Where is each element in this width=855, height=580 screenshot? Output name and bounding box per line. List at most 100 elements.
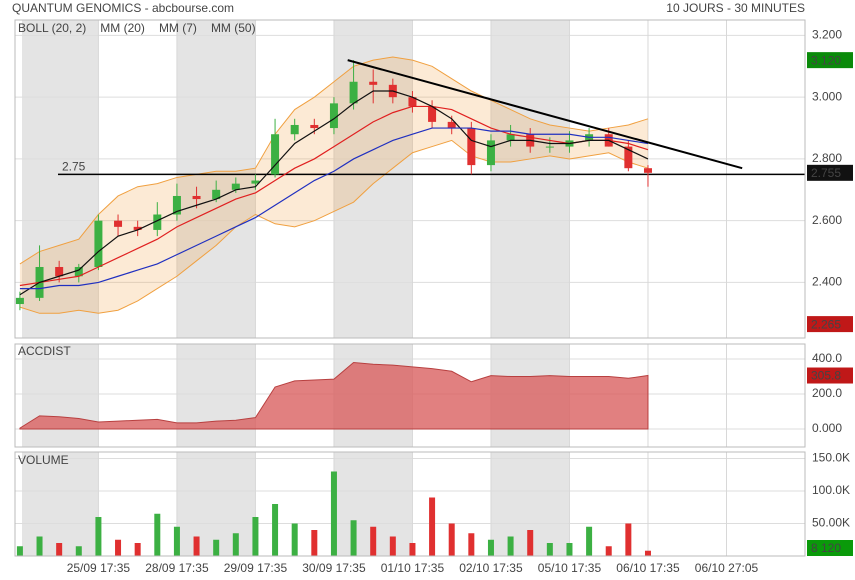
accdist-area [19,362,649,430]
legend-entry: MM (50) [211,21,256,35]
candle-body [15,297,24,305]
volume-bar [586,526,593,556]
volume-bar [193,536,200,556]
candle-body [271,134,280,175]
volume-bar [409,543,416,556]
x-tick-label: 29/09 17:35 [224,561,288,575]
candle-body [428,106,437,122]
candle-body [212,189,221,200]
y-tick-label: 50.00K [812,516,850,530]
session-shade [22,344,99,447]
x-tick-label: 25/09 17:35 [67,561,131,575]
candle-body [55,266,64,277]
value-box [807,367,853,384]
bollinger-band [19,57,648,314]
volume-bar [546,543,553,556]
x-tick-label: 02/10 17:35 [459,561,523,575]
volume-bar [448,523,455,556]
volume-bar [173,526,180,556]
volume-bar [115,539,122,556]
value-box [807,164,853,181]
bollinger-lower [19,139,649,314]
session-shade [176,452,256,556]
session-shade [490,20,570,338]
bollinger-upper [19,56,649,265]
candle-body [408,97,417,107]
candle-body [486,140,495,166]
volume-bar [507,536,514,556]
legend-entry: MM (7) [159,21,197,35]
y-tick-label: 100.0K [812,483,850,497]
x-tick-label: 28/09 17:35 [145,561,209,575]
candle-body [349,81,358,104]
volume-bar [487,539,494,556]
x-tick-label: 06/10 27:05 [695,561,759,575]
volume-bar [134,543,141,556]
candle-body [310,124,319,129]
y-tick-label: 400.0 [812,351,842,365]
value-box-label: 305.8 [811,369,841,383]
candle-body [251,180,260,184]
period: 10 JOURS - 30 MINUTES [666,1,805,15]
x-tick-label: 06/10 17:35 [616,561,680,575]
candle-body [231,183,240,190]
candle-body [192,195,201,200]
volume-bar [311,530,318,556]
candle-body [447,121,456,129]
y-tick-label: 2.400 [812,275,842,289]
volume-bar [291,523,298,556]
volume-bar [75,546,82,556]
candle-body [545,146,554,148]
legend-entry: MM (20) [100,21,145,35]
candle-body [114,220,123,227]
volume-bar [644,550,651,556]
volume-bar [625,523,632,556]
value-box-label: 2.755 [811,166,841,180]
ma-line [19,105,649,287]
candle-body [329,103,338,129]
ma-line [19,127,649,290]
chart-title: QUANTUM GENOMICS - abcbourse.com [12,1,234,15]
trend-line [347,59,743,170]
volume-bar [605,546,612,556]
support-label: 2.75 [62,160,86,174]
y-tick-label: 2.600 [812,213,842,227]
panel-title: VOLUME [18,453,69,467]
volume-bar [272,504,279,556]
y-tick-label: 200.0 [812,386,842,400]
x-tick-label: 05/10 17:35 [538,561,602,575]
y-tick-label: 150.0K [812,451,850,465]
x-tick-label: 30/09 17:35 [302,561,366,575]
candle-body [643,168,652,173]
panel-title: ACCDIST [18,344,71,358]
volume-bar [370,526,377,556]
value-box [807,316,853,333]
volume-bar [16,546,23,556]
candle-body [153,214,162,230]
volume-bar [429,497,436,556]
y-tick-label: 3.000 [812,89,842,103]
value-box-label: 3.120 [811,53,841,67]
ma-line [19,90,649,296]
volume-bar [468,533,475,556]
volume-bar [330,471,337,556]
volume-bar [566,543,573,556]
volume-bar [350,520,357,556]
panel-frame [14,451,806,557]
legend-entry: BOLL (20, 2) [18,21,86,35]
candle-body [133,226,142,230]
volume-bar [527,530,534,556]
volume-bar [36,536,43,556]
value-box-label: 8 120 [811,541,841,555]
candle-body [94,220,103,267]
y-tick-label: 2.800 [812,151,842,165]
candle-body [290,124,299,135]
candle-body [74,266,83,277]
candle-body [172,195,181,215]
value-box [807,540,853,556]
panel-frame [14,343,806,448]
volume-bar [95,517,102,556]
y-tick-label: 0.000 [812,421,842,435]
value-box [807,52,853,69]
